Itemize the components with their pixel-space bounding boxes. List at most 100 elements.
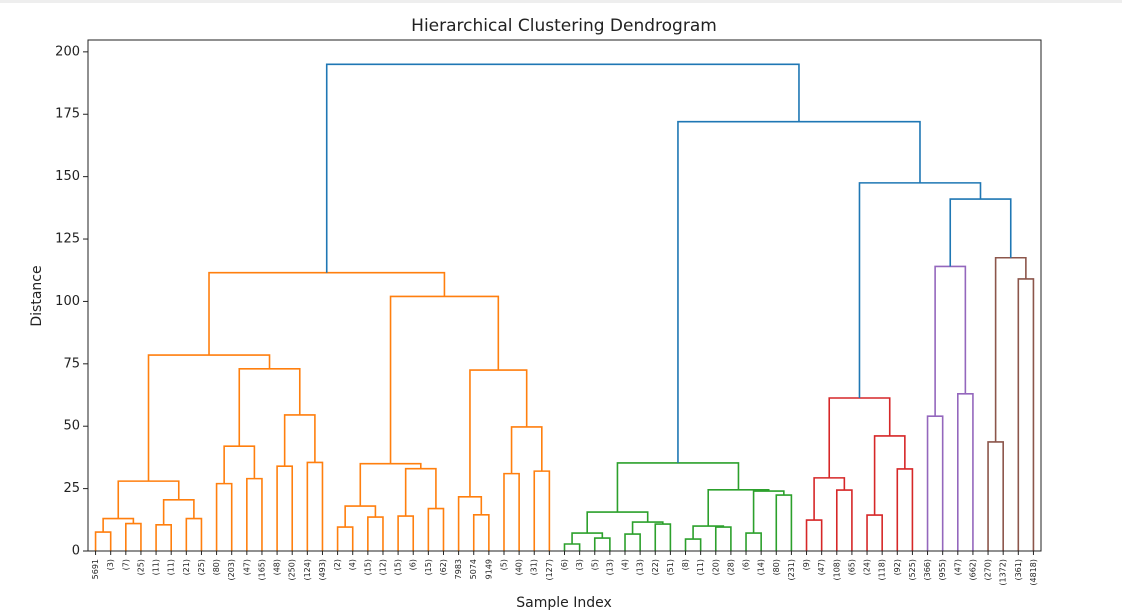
link [208, 271, 446, 356]
leaf-label: (525) [908, 559, 917, 581]
leaf-label: (24) [863, 559, 872, 575]
link [117, 480, 180, 519]
leaf-label: (108) [832, 559, 841, 581]
leaf-label: (1372) [999, 559, 1008, 586]
link [94, 531, 112, 551]
leaf-label: (366) [923, 559, 932, 581]
link [238, 368, 301, 447]
leaf-label: (124) [303, 559, 312, 581]
link [987, 441, 1004, 551]
link [692, 525, 725, 540]
y-tick-label: 50 [63, 419, 80, 434]
link [677, 120, 921, 463]
link [631, 521, 664, 535]
leaf-label: (250) [288, 559, 297, 581]
y-tick-label: 75 [63, 356, 80, 371]
link [397, 515, 415, 551]
leaf-label: (493) [318, 559, 327, 581]
link [684, 538, 702, 551]
leaf-label: (47) [242, 559, 251, 575]
leaf-label: (80) [212, 559, 221, 575]
link [469, 369, 528, 497]
leaf-label: (955) [938, 559, 947, 581]
leaf-label: (127) [545, 559, 554, 581]
leaf-label: (4) [348, 559, 357, 570]
link [457, 496, 483, 551]
leaf-label: (11) [152, 559, 161, 575]
link [283, 414, 316, 467]
link [752, 490, 785, 534]
leaf-label: (8) [681, 559, 690, 570]
leaf-label: (25) [197, 559, 206, 575]
link [102, 517, 135, 533]
leaf-label: (4818) [1029, 559, 1038, 586]
link [185, 517, 203, 551]
link [503, 472, 520, 551]
link [1017, 278, 1035, 551]
link [215, 482, 233, 551]
y-tick-label: 175 [55, 107, 80, 122]
leaf-label: (3) [106, 559, 115, 570]
leaf-label: (118) [878, 559, 887, 581]
leaf-label: (11) [696, 559, 705, 575]
link [389, 295, 500, 464]
leaf-label: (21) [182, 559, 191, 575]
link [533, 470, 551, 551]
link [926, 415, 944, 551]
leaf-label: (31) [530, 559, 539, 575]
link [276, 465, 294, 551]
y-tick-label: 100 [55, 294, 80, 309]
leaf-label: (20) [711, 559, 720, 575]
chart-title: Hierarchical Clustering Dendrogram [411, 16, 717, 36]
link [125, 522, 142, 551]
leaf-label: (48) [273, 559, 282, 575]
plot-area [94, 63, 1035, 551]
link [957, 392, 974, 551]
leaf-label: (12) [378, 559, 387, 575]
link [654, 523, 672, 551]
link [306, 461, 324, 551]
y-tick-label: 25 [63, 481, 80, 496]
y-tick-label: 0 [72, 544, 80, 559]
link [367, 516, 384, 551]
link [359, 462, 422, 507]
link [813, 477, 846, 521]
leaf-label: (15) [363, 559, 372, 575]
leaf-label: (65) [847, 559, 856, 575]
leaf-label: (25) [136, 559, 145, 575]
link [147, 354, 271, 482]
link [571, 532, 604, 545]
link [714, 526, 732, 551]
leaf-label: (231) [787, 559, 796, 581]
leaf-label: 5074 [469, 559, 478, 579]
leaf-label: (6) [560, 559, 569, 570]
leaf-label: (6) [742, 559, 751, 570]
link [745, 532, 762, 551]
link [593, 537, 611, 551]
link [805, 519, 823, 551]
link [775, 494, 793, 551]
leaf-label: (662) [968, 559, 977, 581]
link [344, 505, 377, 528]
leaf-label: (80) [772, 559, 781, 575]
link [586, 511, 649, 534]
leaf-label: (3) [575, 559, 584, 570]
top-bar [0, 0, 1122, 3]
leaf-label: (6) [409, 559, 418, 570]
link [873, 435, 906, 516]
leaf-label: (203) [227, 559, 236, 581]
link [866, 514, 883, 551]
leaf-label: (51) [666, 559, 675, 575]
leaf-label: (13) [636, 559, 645, 575]
leaf-label: (62) [439, 559, 448, 575]
link [994, 256, 1027, 442]
leaf-label: (47) [953, 559, 962, 575]
leaf-label: 5691 [91, 559, 100, 579]
link [325, 63, 800, 273]
link [896, 468, 914, 551]
link [427, 507, 445, 551]
leaf-label: (47) [817, 559, 826, 575]
leaf-label: (270) [984, 559, 993, 581]
leaf-label: (5) [499, 559, 508, 570]
